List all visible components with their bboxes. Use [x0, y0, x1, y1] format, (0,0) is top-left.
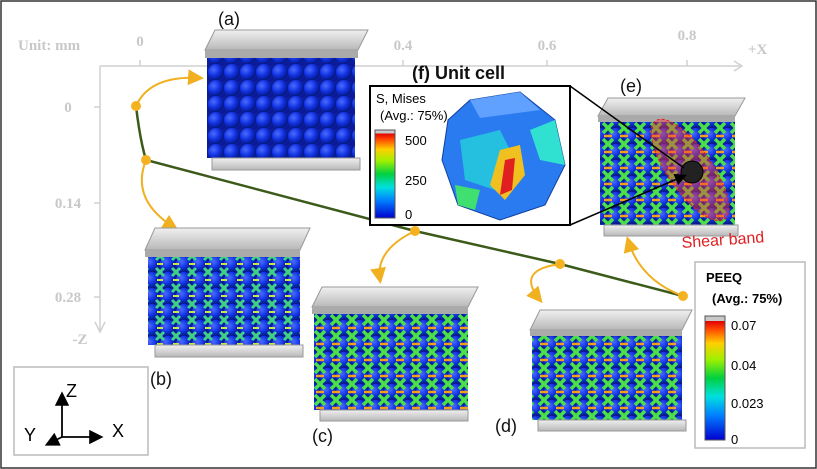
colorbar-tick: 0 — [731, 432, 738, 447]
unit-label: Unit: mm — [18, 38, 81, 54]
legend-subtitle: (Avg.: 75%) — [380, 108, 448, 123]
panel-label: (b) — [150, 369, 172, 389]
colorbar-tick: 0.04 — [731, 358, 756, 373]
colorbar-tick: 0.07 — [731, 318, 756, 333]
legend-title: PEEQ — [706, 270, 742, 285]
block-e — [598, 98, 745, 236]
colorbar-tick: 250 — [405, 173, 427, 188]
block-c — [312, 287, 478, 421]
triad-label: Y — [24, 425, 36, 445]
block-a — [205, 30, 368, 170]
x-tick: 0.6 — [538, 38, 557, 54]
inset-title: (f) Unit cell — [412, 63, 505, 83]
block-b — [145, 228, 310, 357]
x-tick: 0.8 — [678, 28, 697, 44]
colorbar — [705, 316, 725, 440]
z-label: -Z — [73, 332, 88, 348]
panel-label: (c) — [312, 426, 333, 446]
panel-label: (d) — [495, 416, 517, 436]
x-tick: 0 — [136, 34, 144, 50]
colorbar-tick: 0 — [405, 207, 412, 222]
figure: Unit: mm 0 0.4 0.6 0.8 +X 0 0.14 0.28 -Z… — [0, 0, 817, 469]
colorbar — [375, 130, 395, 218]
panel-label: (a) — [218, 9, 240, 29]
x-label: +X — [748, 42, 768, 58]
panel-label: (e) — [620, 76, 642, 96]
x-tick: 0.4 — [394, 38, 413, 54]
colorbar-tick: 0.023 — [731, 396, 764, 411]
legend-title: S, Mises — [376, 91, 426, 106]
triad-label: X — [112, 421, 124, 441]
z-tick: 0.28 — [55, 290, 81, 306]
block-d — [530, 310, 692, 431]
triad-label: Z — [66, 381, 77, 401]
z-tick: 0 — [64, 100, 72, 116]
legend-subtitle: (Avg.: 75%) — [712, 291, 782, 306]
colorbar-tick: 500 — [405, 133, 427, 148]
z-tick: 0.14 — [55, 196, 82, 212]
